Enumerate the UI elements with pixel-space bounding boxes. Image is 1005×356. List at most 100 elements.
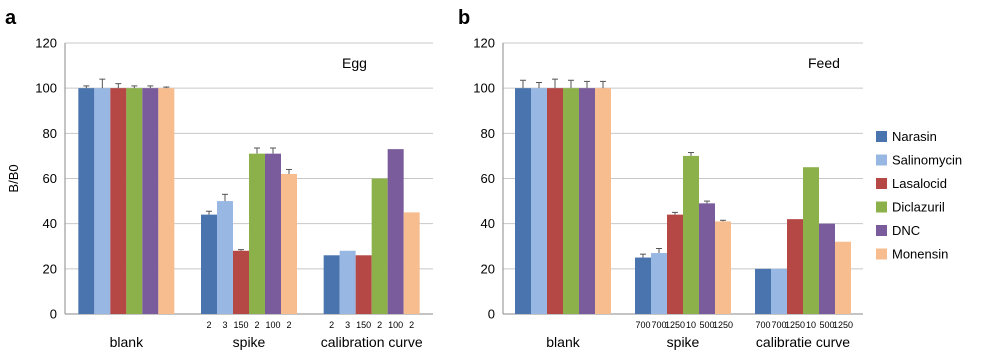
bar — [595, 88, 611, 315]
bar-sublabel: 150 — [356, 320, 371, 330]
legend-swatch — [876, 154, 887, 166]
bar-sublabel: 2 — [377, 320, 382, 330]
bar — [323, 255, 340, 314]
y-axis-label: B/B0 — [6, 164, 21, 192]
y-tick-label: 80 — [481, 126, 495, 141]
category-label: spike — [233, 334, 266, 350]
panel-a-chart: a 0 20 40 60 80 100 120 B/B0 Egg blank 2 3 150 2 100 2 sp… — [5, 7, 433, 350]
bar — [563, 88, 579, 315]
bar — [281, 173, 297, 314]
panel-letter: b — [458, 7, 470, 29]
y-tick-label: 60 — [43, 171, 57, 186]
bar — [755, 268, 771, 314]
y-tick-label: 120 — [473, 36, 495, 51]
bar — [651, 253, 667, 314]
bar — [355, 255, 372, 314]
bar-sublabel: 700 — [651, 320, 666, 330]
bar — [217, 201, 233, 314]
bar — [635, 257, 651, 314]
bar-sublabel: 2 — [329, 320, 334, 330]
legend-label: Lasalocid — [892, 176, 947, 191]
category-label: calibration curve — [321, 334, 423, 350]
y-tick-label: 0 — [488, 307, 495, 322]
bar — [339, 250, 356, 314]
bar — [835, 241, 851, 314]
bar-sublabel: 1250 — [785, 320, 805, 330]
bar — [547, 88, 563, 315]
y-tick-label: 40 — [481, 216, 495, 231]
bar — [403, 212, 420, 314]
legend-swatch — [876, 201, 887, 213]
bar-sublabel: 500 — [819, 320, 834, 330]
y-tick-label: 60 — [481, 171, 495, 186]
bar — [249, 153, 265, 314]
bar — [683, 155, 699, 314]
legend-label: Diclazuril — [892, 200, 945, 215]
bar — [142, 88, 159, 315]
y-tick-label: 0 — [50, 307, 57, 322]
bar-sublabel: 100 — [265, 320, 280, 330]
bar-sublabel: 2 — [286, 320, 291, 330]
bar-sublabel: 1250 — [665, 320, 685, 330]
bar-sublabel: 3 — [345, 320, 350, 330]
category-label: blank — [110, 334, 144, 350]
bar — [715, 221, 731, 314]
y-tick-label: 80 — [43, 126, 57, 141]
legend-label: Monensin — [892, 247, 948, 262]
y-tick-label: 100 — [35, 81, 57, 96]
bar — [819, 223, 835, 314]
bar-sublabel: 700 — [755, 320, 770, 330]
bar — [126, 88, 143, 315]
bar-sublabel: 700 — [771, 320, 786, 330]
bar-sublabel: 3 — [222, 320, 227, 330]
panel-annotation: Egg — [342, 55, 367, 71]
panel-annotation: Feed — [808, 55, 840, 71]
bar — [699, 203, 715, 314]
y-tick-label: 120 — [35, 36, 57, 51]
bar — [265, 153, 281, 314]
legend-swatch — [876, 225, 887, 236]
category-label: blank — [546, 334, 580, 350]
bar — [158, 88, 175, 315]
y-tick-label: 40 — [43, 216, 57, 231]
y-tick-label: 20 — [43, 261, 57, 276]
category-label: spike — [667, 334, 700, 350]
bar-sublabel: 500 — [699, 320, 714, 330]
bar-sublabel: 150 — [233, 320, 248, 330]
bar — [387, 149, 404, 314]
bar-sublabel: 10 — [806, 320, 816, 330]
bar — [579, 88, 595, 315]
bar-sublabel: 2 — [409, 320, 414, 330]
category-label: calibratie curve — [756, 334, 850, 350]
panel-letter: a — [5, 7, 17, 29]
legend-swatch — [876, 131, 887, 142]
bar — [78, 88, 95, 315]
legend-label: Narasin — [892, 129, 937, 144]
bar — [803, 167, 819, 314]
bar — [531, 88, 547, 315]
bar-sublabel: 2 — [254, 320, 259, 330]
bar — [771, 268, 787, 314]
bar — [371, 178, 388, 314]
legend: Narasin Salinomycin Lasalocid Diclazuril DNC… — [876, 129, 962, 262]
bar-sublabel: 1250 — [713, 320, 733, 330]
bar — [233, 250, 249, 314]
bar — [94, 88, 111, 315]
bar — [787, 219, 803, 314]
bar-sublabel: 2 — [206, 320, 211, 330]
legend-swatch — [876, 178, 887, 189]
bar-sublabel: 100 — [388, 320, 403, 330]
y-tick-label: 20 — [481, 261, 495, 276]
bar-sublabel: 10 — [686, 320, 696, 330]
bar — [515, 88, 531, 315]
bar-sublabel: 1250 — [833, 320, 853, 330]
bar — [667, 214, 683, 314]
legend-label: Salinomycin — [892, 153, 962, 168]
bar-sublabel: 700 — [635, 320, 650, 330]
legend-label: DNC — [892, 223, 920, 238]
bar — [201, 214, 217, 314]
y-tick-label: 100 — [473, 81, 495, 96]
bar — [110, 88, 127, 315]
